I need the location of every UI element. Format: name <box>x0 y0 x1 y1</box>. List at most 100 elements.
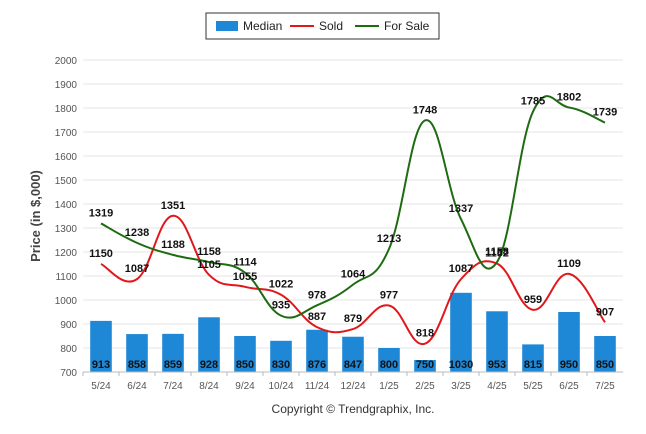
y-tick-label: 1400 <box>55 200 78 211</box>
bar-median <box>162 333 184 372</box>
bar-median <box>342 336 364 372</box>
point-label-sold: 887 <box>308 311 326 323</box>
bar-median-label: 950 <box>560 359 578 371</box>
y-tick-label: 1000 <box>55 296 78 307</box>
bar-median-label: 928 <box>200 359 218 371</box>
x-tick-label: 10/24 <box>268 381 293 392</box>
bar-median <box>198 317 220 372</box>
point-label-sold: 1055 <box>233 271 257 283</box>
x-tick-label: 2/25 <box>415 381 435 392</box>
bar-median-label: 953 <box>488 359 506 371</box>
bar-median <box>414 360 436 372</box>
x-tick-label: 3/25 <box>451 381 471 392</box>
bar-median <box>234 336 256 372</box>
y-tick-label: 1100 <box>55 272 77 283</box>
bar-median <box>522 344 544 372</box>
legend-box <box>205 12 440 40</box>
point-label-for-sale: 1748 <box>413 104 437 116</box>
bar-median-label: 859 <box>164 359 182 371</box>
y-tick-label: 700 <box>60 368 77 379</box>
point-label-sold: 1152 <box>485 248 509 260</box>
legend-label-sold: Sold <box>319 19 343 33</box>
point-label-sold: 879 <box>344 313 362 325</box>
bar-median <box>270 340 292 372</box>
point-label-sold: 1351 <box>161 200 185 212</box>
bar-median-label: 913 <box>92 359 110 371</box>
point-label-sold: 907 <box>596 306 614 318</box>
bar-median-label: 800 <box>380 359 398 371</box>
bar-median-label: 1030 <box>449 359 473 371</box>
point-label-sold: 1022 <box>269 279 293 291</box>
bar-median-label: 876 <box>308 359 326 371</box>
y-tick-label: 2000 <box>55 56 78 67</box>
y-tick-label: 1500 <box>55 176 78 187</box>
axis-layer: 700 800 900 1000 1100 1200 1300 1400 1500 1600 170… <box>55 56 623 392</box>
copyright-text: Copyright © Trendgraphix, Inc. <box>272 402 435 416</box>
point-label-sold: 977 <box>380 290 398 302</box>
x-tick-label: 12/24 <box>340 381 365 392</box>
y-axis-title: Price (in $,000) <box>28 170 43 262</box>
point-label-for-sale: 1188 <box>161 239 185 251</box>
y-tick-label: 1300 <box>55 224 78 235</box>
point-label-for-sale: 935 <box>272 300 290 312</box>
bar-median <box>450 292 472 372</box>
x-tick-label: 7/24 <box>163 381 183 392</box>
point-label-for-sale: 1158 <box>485 246 509 258</box>
grid-layer <box>83 59 623 373</box>
label-layer: 913 858 859 928 850 830 876 847 800 750 1030 953 815… <box>89 92 617 371</box>
x-tick-label: 9/24 <box>235 381 255 392</box>
point-label-sold: 1150 <box>89 248 113 260</box>
bar-median <box>126 334 148 372</box>
line-layer <box>100 95 606 345</box>
bar-layer <box>90 292 616 372</box>
point-label-for-sale: 1739 <box>593 107 617 119</box>
point-label-for-sale: 1064 <box>341 269 366 281</box>
point-label-for-sale: 1158 <box>197 246 221 258</box>
point-label-for-sale: 1114 <box>233 257 257 269</box>
bar-median <box>306 329 328 372</box>
x-tick-label: 5/24 <box>91 381 111 392</box>
line-sold <box>100 214 606 345</box>
point-label-sold: 1087 <box>449 263 473 275</box>
point-label-sold: 959 <box>524 294 542 306</box>
bar-median <box>594 336 616 372</box>
bar-median <box>90 320 112 372</box>
bar-median-label: 858 <box>128 359 146 371</box>
x-tick-label: 5/25 <box>523 381 543 392</box>
bar-median-label: 815 <box>524 359 542 371</box>
point-label-sold: 1109 <box>557 258 581 270</box>
y-tick-label: 800 <box>60 344 77 355</box>
bar-median <box>486 311 508 372</box>
y-tick-label: 900 <box>60 320 77 331</box>
line-for-sale <box>100 95 606 319</box>
legend-label-median: Median <box>243 19 282 33</box>
bar-median-label: 847 <box>344 359 362 371</box>
y-tick-label: 1200 <box>55 248 78 259</box>
legend-swatch-median <box>216 21 238 31</box>
x-tick-label: 11/24 <box>305 381 330 392</box>
point-label-for-sale: 1337 <box>449 203 473 215</box>
point-label-for-sale: 1319 <box>89 207 113 219</box>
point-label-for-sale: 1785 <box>521 96 545 108</box>
bar-median-label: 850 <box>596 359 614 371</box>
y-tick-label: 1800 <box>55 104 78 115</box>
y-tick-label: 1700 <box>55 128 78 139</box>
bar-median-label: 750 <box>416 359 434 371</box>
x-tick-label: 8/24 <box>199 381 219 392</box>
point-label-for-sale: 978 <box>308 289 326 301</box>
point-label-for-sale: 1213 <box>377 233 401 245</box>
bar-median <box>558 312 580 372</box>
x-tick-label: 7/25 <box>595 381 615 392</box>
x-tick-label: 4/25 <box>487 381 507 392</box>
x-tick-label: 1/25 <box>379 381 399 392</box>
point-label-sold: 818 <box>416 328 434 340</box>
point-label-for-sale: 1802 <box>557 92 581 104</box>
point-label-for-sale: 1238 <box>125 227 149 239</box>
legend-label-for-sale: For Sale <box>384 19 430 33</box>
legend: Median Sold For Sale <box>205 12 440 40</box>
y-tick-label: 1600 <box>55 152 78 163</box>
point-label-sold: 1087 <box>125 263 149 275</box>
x-tick-label: 6/25 <box>559 381 579 392</box>
y-tick-label: 1900 <box>55 80 78 91</box>
